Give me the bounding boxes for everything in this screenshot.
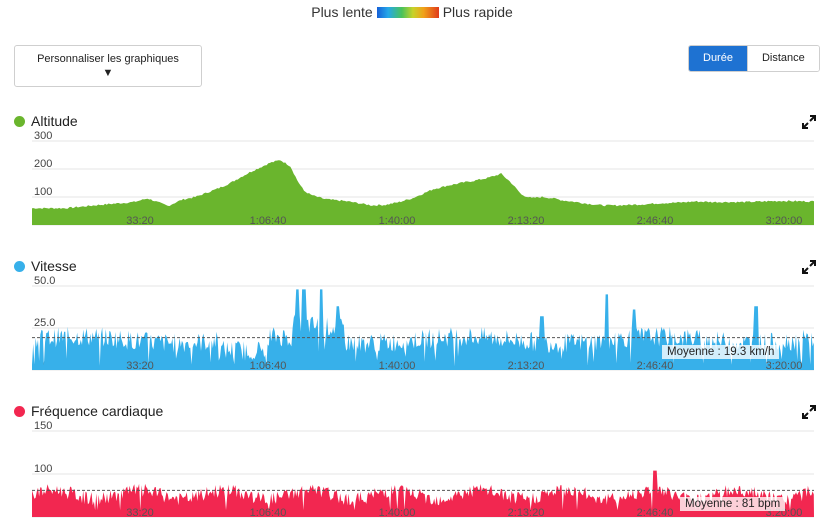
x-tick-label: 1:40:00 [379,360,416,372]
speed-title-label: Vitesse [31,258,77,274]
x-tick-label: 2:13:20 [508,360,545,372]
speed-color-dot [14,260,25,272]
x-tick-label: 3:20:00 [766,215,803,227]
speed-average-label: Moyenne : 19.3 km/h [662,345,780,359]
x-tick-label: 3:20:00 [766,360,803,372]
x-tick-label: 1:40:00 [379,215,416,227]
legend-fast-label: Plus rapide [442,4,513,20]
y-tick-label: 50.0 [34,275,55,287]
y-tick-label: 200 [34,158,52,170]
expand-icon[interactable] [802,405,816,419]
x-tick-label: 2:46:40 [637,507,674,519]
customize-charts-button[interactable]: Personnaliser les graphiques ▼ [14,45,202,87]
legend-slow-label: Plus lente [311,4,373,20]
customize-charts-label: Personnaliser les graphiques [37,53,179,65]
heart-rate-title-label: Fréquence cardiaque [31,403,164,419]
x-tick-label: 2:46:40 [637,360,674,372]
expand-icon[interactable] [802,115,816,129]
x-tick-label: 2:13:20 [508,215,545,227]
x-tick-label: 33:20 [126,215,154,227]
chevron-down-icon: ▼ [102,67,114,79]
x-axis-mode-toggle: Durée Distance [688,45,820,72]
x-tick-label: 33:20 [126,507,154,519]
x-tick-label: 33:20 [126,360,154,372]
x-tick-label: 1:06:40 [250,507,287,519]
speed-color-legend: Plus lente Plus rapide [0,4,824,20]
heart-rate-average-label: Moyenne : 81 bpm [680,497,786,511]
altitude-series-area [32,160,814,225]
altitude-title-label: Altitude [31,113,78,129]
altitude-chart: 300200100033:201:06:401:40:002:13:202:46… [32,130,814,227]
speed-chart: 50.025.00.033:201:06:401:40:002:13:202:4… [32,275,814,372]
heart-rate-chart: 1501005033:201:06:401:40:002:13:202:46:4… [32,420,814,519]
y-tick-label: 300 [34,130,52,142]
x-tick-label: 2:13:20 [508,507,545,519]
y-tick-label: 150 [34,420,52,432]
heart-series-area [32,470,814,517]
expand-icon[interactable] [802,260,816,274]
x-tick-label: 1:06:40 [250,215,287,227]
y-tick-label: 100 [34,186,52,198]
altitude-title: Altitude [14,113,78,129]
x-tick-label: 1:06:40 [250,360,287,372]
speed-title: Vitesse [14,258,77,274]
mode-duration-button[interactable]: Durée [689,46,747,71]
speed-series-area [32,289,814,370]
y-tick-label: 100 [34,463,52,475]
altitude-color-dot [14,115,25,127]
y-tick-label: 25.0 [34,317,55,329]
mode-distance-button[interactable]: Distance [746,46,819,71]
x-tick-label: 2:46:40 [637,215,674,227]
heart-rate-color-dot [14,405,25,417]
x-tick-label: 1:40:00 [379,507,416,519]
speed-gradient-bar [376,7,439,18]
heart-rate-title: Fréquence cardiaque [14,403,163,419]
